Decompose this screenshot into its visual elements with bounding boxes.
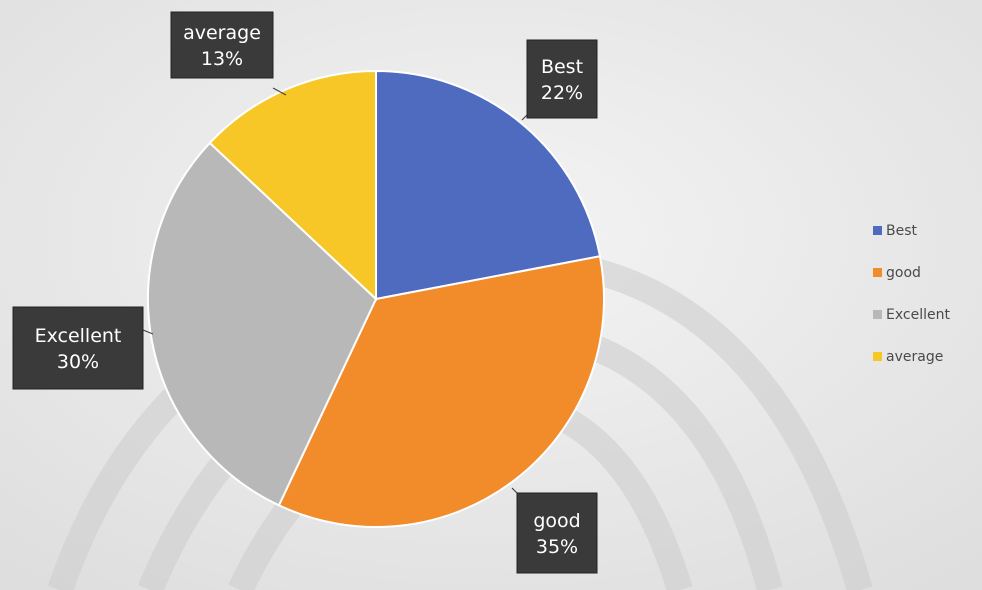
data-label-value: 35% bbox=[536, 536, 578, 558]
pie-slices bbox=[147, 69, 605, 528]
data-label-average: average 13% bbox=[170, 11, 287, 96]
data-label-value: 22% bbox=[541, 82, 583, 104]
legend-label: Excellent bbox=[886, 307, 950, 323]
data-label-box bbox=[170, 11, 274, 79]
legend-item-best: Best bbox=[873, 223, 918, 239]
legend-label: Best bbox=[886, 223, 918, 239]
leader-line bbox=[272, 87, 287, 96]
pie-slice-excellent bbox=[147, 141, 378, 507]
data-label-box bbox=[516, 492, 598, 574]
leader-line bbox=[142, 329, 154, 335]
data-label-best: Best 22% bbox=[521, 39, 598, 121]
legend-item-good: good bbox=[873, 265, 921, 281]
legend: Best good Excellent average bbox=[873, 223, 950, 365]
legend-item-average: average bbox=[873, 349, 943, 365]
pie-slice-good bbox=[277, 255, 605, 528]
data-label-box bbox=[526, 39, 598, 119]
pie-slice-best bbox=[375, 69, 602, 301]
leader-line bbox=[521, 114, 528, 121]
data-label-box bbox=[12, 306, 144, 390]
legend-swatch bbox=[873, 268, 882, 277]
legend-swatch bbox=[873, 310, 882, 319]
data-label-category: good bbox=[533, 510, 580, 532]
data-label-good: good 35% bbox=[511, 487, 598, 574]
legend-label: average bbox=[886, 349, 943, 365]
data-label-category: average bbox=[183, 22, 261, 44]
data-label-value: 13% bbox=[201, 48, 243, 70]
legend-swatch bbox=[873, 352, 882, 361]
legend-item-excellent: Excellent bbox=[873, 307, 950, 323]
legend-swatch bbox=[873, 226, 882, 235]
pie-slice-average bbox=[208, 69, 377, 302]
data-label-value: 30% bbox=[57, 351, 99, 373]
data-label-category: Excellent bbox=[35, 325, 122, 347]
data-label-category: Best bbox=[541, 56, 583, 78]
leader-line bbox=[511, 487, 518, 494]
data-label-excellent: Excellent 30% bbox=[12, 306, 154, 390]
data-labels: Best 22% good 35% Excellent 30% average 13% bbox=[12, 11, 598, 574]
legend-label: good bbox=[886, 265, 921, 281]
